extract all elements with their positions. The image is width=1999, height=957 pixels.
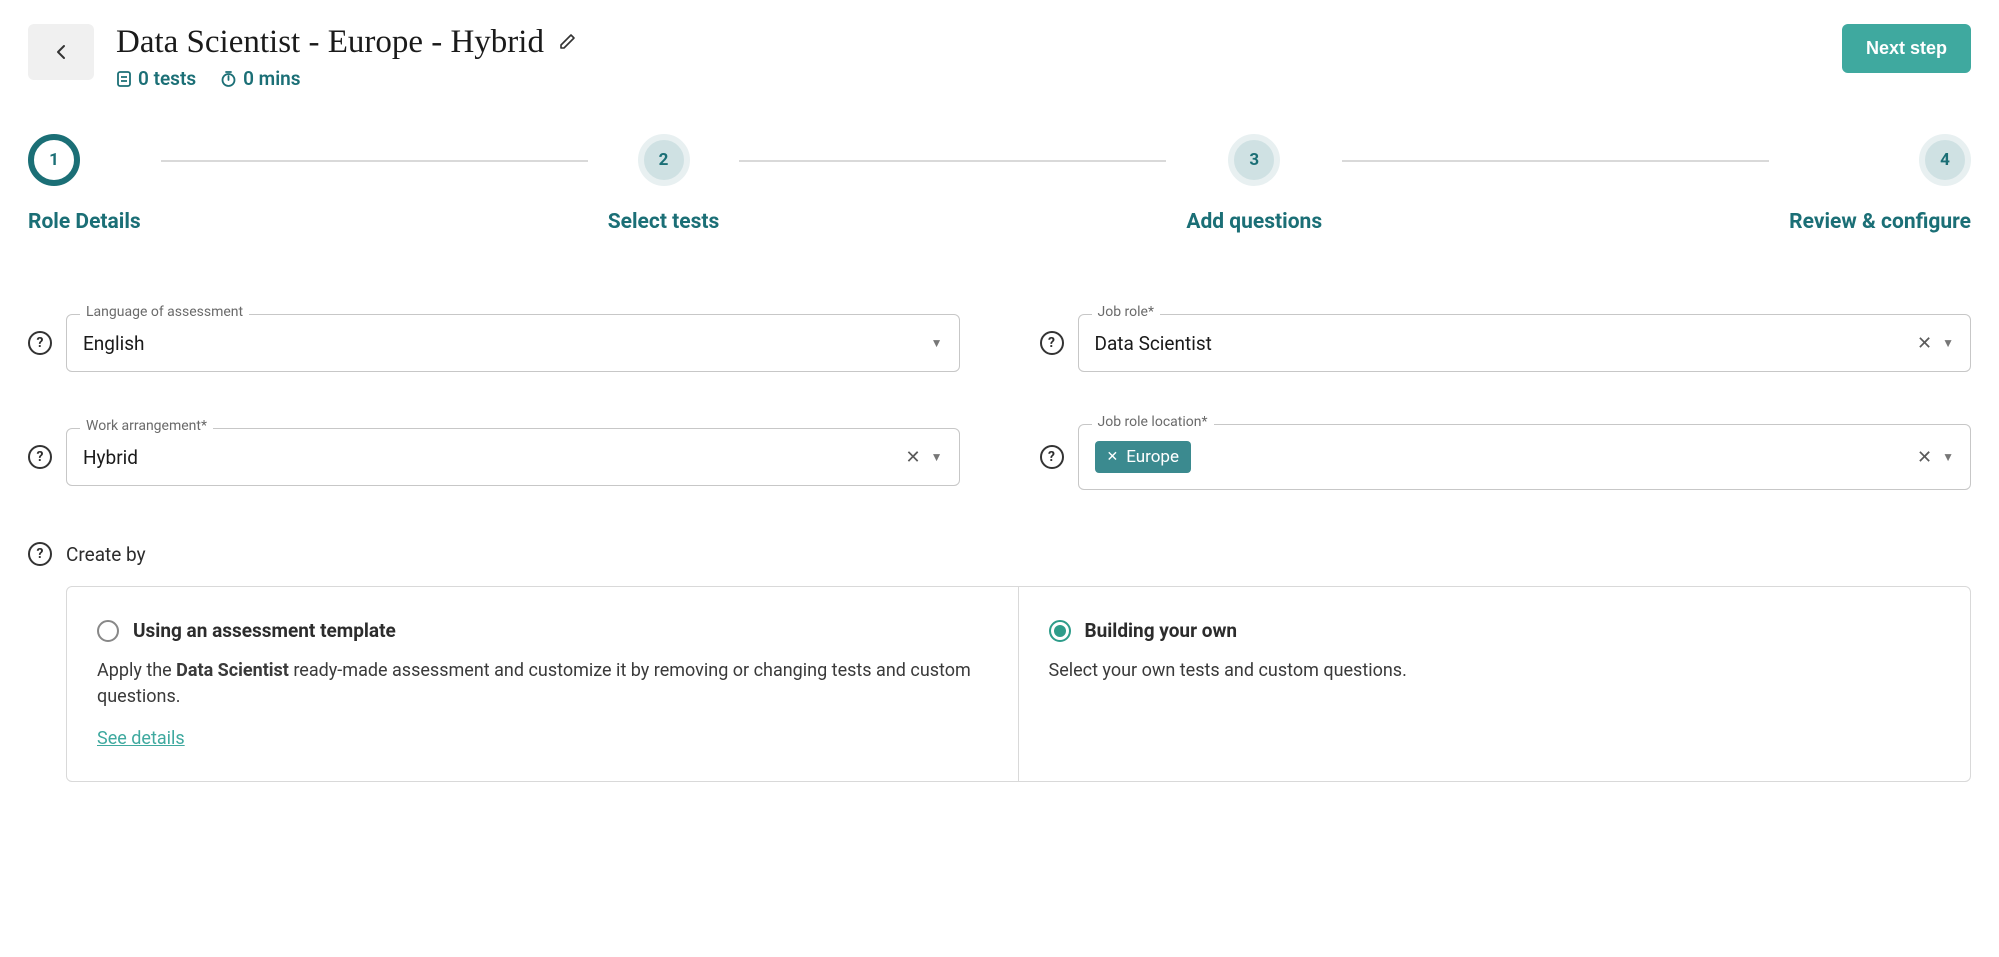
title-row: Data Scientist - Europe - Hybrid	[116, 24, 578, 61]
help-icon[interactable]: ?	[1040, 331, 1064, 355]
field-icons: ✕ ▼	[1917, 447, 1954, 468]
step-connector	[161, 160, 588, 162]
job-role-select[interactable]: Data Scientist ✕ ▼	[1078, 314, 1972, 372]
caret-down-icon: ▼	[1942, 336, 1954, 350]
language-label: Language of assessment	[80, 304, 249, 320]
language-select[interactable]: English ▼	[66, 314, 960, 372]
clear-icon[interactable]: ✕	[1917, 447, 1932, 468]
tests-count: 0 tests	[116, 67, 196, 90]
location-field: Job role location* ✕ Europe ✕ ▼	[1078, 424, 1972, 490]
edit-title-button[interactable]	[558, 31, 578, 55]
create-by-options: Using an assessment template Apply the D…	[66, 586, 1971, 782]
create-by-label: Create by	[66, 543, 146, 566]
location-chip[interactable]: ✕ Europe	[1095, 441, 1191, 473]
step-label: Review & configure	[1789, 210, 1971, 234]
desc-pre: Apply the	[97, 660, 176, 681]
step-role-details[interactable]: 1 Role Details	[28, 134, 141, 234]
job-role-label: Job role*	[1092, 304, 1161, 320]
meta-row: 0 tests 0 mins	[116, 67, 578, 90]
location-field-wrap: ? Job role location* ✕ Europe ✕ ▼	[1040, 424, 1972, 490]
job-role-field: Job role* Data Scientist ✕ ▼	[1078, 314, 1972, 372]
title-block: Data Scientist - Europe - Hybrid 0 tests…	[116, 24, 578, 90]
location-label: Job role location*	[1092, 414, 1214, 430]
header-left: Data Scientist - Europe - Hybrid 0 tests…	[28, 24, 578, 90]
caret-down-icon: ▼	[931, 450, 943, 464]
step-number: 4	[1919, 134, 1971, 186]
back-button[interactable]	[28, 24, 94, 80]
option-own-title: Building your own	[1085, 619, 1238, 642]
next-step-button[interactable]: Next step	[1842, 24, 1971, 73]
chip-remove-icon[interactable]: ✕	[1107, 449, 1119, 465]
work-arrangement-field-wrap: ? Work arrangement* Hybrid ✕ ▼	[28, 424, 960, 490]
language-value: English	[83, 332, 144, 355]
clipboard-icon	[116, 70, 132, 88]
step-select-tests[interactable]: 2 Select tests	[608, 134, 720, 234]
option-template-title: Using an assessment template	[133, 619, 396, 642]
step-number: 1	[28, 134, 80, 186]
field-icons: ▼	[931, 336, 943, 350]
caret-down-icon: ▼	[931, 336, 943, 350]
work-arrangement-label: Work arrangement*	[80, 418, 213, 434]
option-title-row: Building your own	[1049, 619, 1941, 642]
work-arrangement-select[interactable]: Hybrid ✕ ▼	[66, 428, 960, 486]
language-field: Language of assessment English ▼	[66, 314, 960, 372]
work-arrangement-field: Work arrangement* Hybrid ✕ ▼	[66, 428, 960, 486]
step-review-configure[interactable]: 4 Review & configure	[1789, 134, 1971, 234]
option-build-own[interactable]: Building your own Select your own tests …	[1019, 587, 1971, 781]
page-title: Data Scientist - Europe - Hybrid	[116, 24, 544, 61]
step-connector	[739, 160, 1166, 162]
location-select[interactable]: ✕ Europe ✕ ▼	[1078, 424, 1972, 490]
option-template-desc: Apply the Data Scientist ready-made asse…	[97, 658, 988, 710]
duration-text: 0 mins	[243, 67, 300, 90]
radio-template[interactable]	[97, 620, 119, 642]
option-own-desc: Select your own tests and custom questio…	[1049, 658, 1941, 684]
desc-bold: Data Scientist	[176, 660, 289, 681]
create-by-row: ? Create by	[28, 542, 1971, 566]
field-icons: ✕ ▼	[906, 447, 943, 468]
step-add-questions[interactable]: 3 Add questions	[1186, 134, 1322, 234]
clear-icon[interactable]: ✕	[1917, 333, 1932, 354]
duration: 0 mins	[220, 67, 300, 90]
field-icons: ✕ ▼	[1917, 333, 1954, 354]
pencil-icon	[558, 31, 578, 51]
stopwatch-icon	[220, 70, 237, 88]
language-field-wrap: ? Language of assessment English ▼	[28, 314, 960, 372]
help-icon[interactable]: ?	[28, 331, 52, 355]
step-label: Role Details	[28, 210, 141, 234]
help-icon[interactable]: ?	[1040, 445, 1064, 469]
caret-down-icon: ▼	[1942, 450, 1954, 464]
stepper: 1 Role Details 2 Select tests 3 Add ques…	[28, 134, 1971, 234]
step-label: Select tests	[608, 210, 720, 234]
see-details-link[interactable]: See details	[97, 728, 185, 749]
help-icon[interactable]: ?	[28, 445, 52, 469]
tests-count-text: 0 tests	[138, 67, 196, 90]
option-title-row: Using an assessment template	[97, 619, 988, 642]
step-number: 2	[638, 134, 690, 186]
step-number: 3	[1228, 134, 1280, 186]
chevron-left-icon	[56, 44, 66, 60]
step-label: Add questions	[1186, 210, 1322, 234]
job-role-value: Data Scientist	[1095, 332, 1212, 355]
header: Data Scientist - Europe - Hybrid 0 tests…	[28, 24, 1971, 90]
radio-build-own[interactable]	[1049, 620, 1071, 642]
chip-label: Europe	[1126, 447, 1179, 467]
location-chips: ✕ Europe	[1095, 441, 1191, 473]
clear-icon[interactable]: ✕	[906, 447, 921, 468]
option-template[interactable]: Using an assessment template Apply the D…	[67, 587, 1019, 781]
work-arrangement-value: Hybrid	[83, 446, 138, 469]
step-connector	[1342, 160, 1769, 162]
form-grid: ? Language of assessment English ▼ ? Job…	[28, 314, 1971, 490]
help-icon[interactable]: ?	[28, 542, 52, 566]
job-role-field-wrap: ? Job role* Data Scientist ✕ ▼	[1040, 314, 1972, 372]
